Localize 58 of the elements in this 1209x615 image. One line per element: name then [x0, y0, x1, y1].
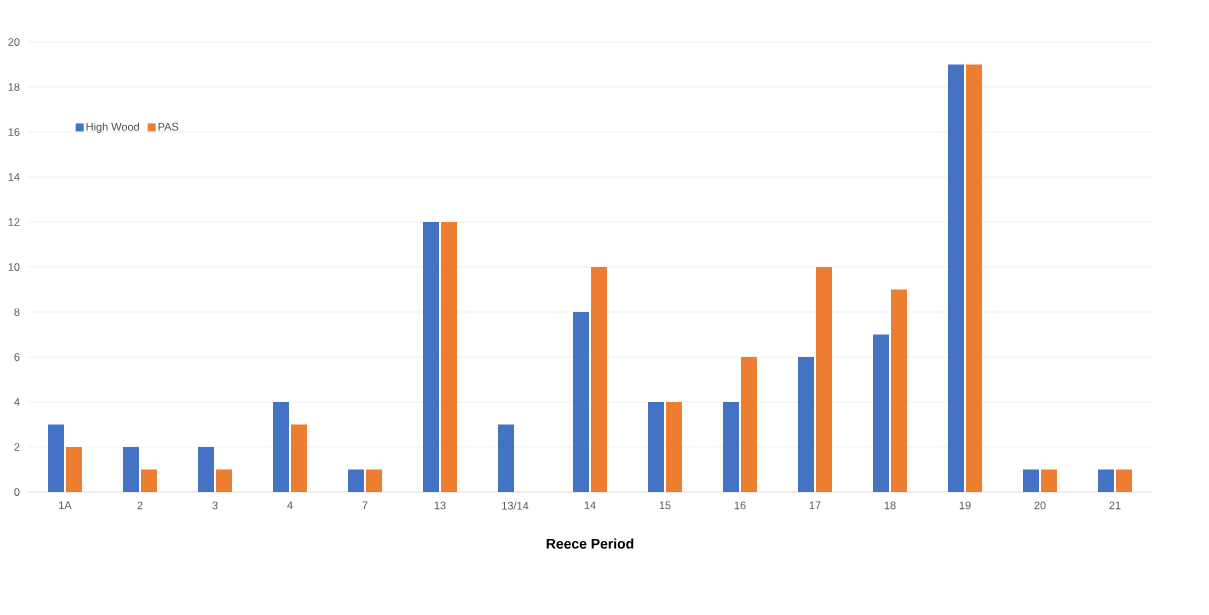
bar — [741, 357, 757, 492]
bar — [1116, 469, 1133, 492]
bar — [441, 222, 457, 492]
bar — [1023, 469, 1040, 492]
bar — [648, 402, 664, 492]
bar — [48, 424, 64, 492]
bar — [423, 222, 439, 492]
y-tick-label: 14 — [8, 173, 20, 181]
bar — [216, 469, 232, 492]
bar — [291, 424, 307, 492]
bar — [198, 447, 214, 492]
bar — [873, 334, 889, 492]
y-tick-label: 2 — [14, 443, 20, 451]
x-axis-title: Reece Period — [546, 538, 634, 549]
x-tick-label: 14 — [584, 501, 596, 510]
bar — [123, 447, 139, 492]
x-tick-label: 2 — [137, 501, 143, 510]
bar — [798, 357, 814, 492]
x-tick-label: 16 — [734, 501, 746, 510]
x-tick-label: 3 — [212, 501, 218, 510]
x-tick-label: 18 — [884, 501, 896, 510]
y-tick-label: 20 — [8, 38, 20, 46]
x-tick-label: 19 — [959, 501, 971, 510]
bar — [591, 267, 607, 492]
x-tick-label: 13/14 — [502, 501, 529, 510]
bar — [891, 289, 907, 492]
x-tick-label: 1A — [59, 501, 72, 510]
y-tick-label: 12 — [8, 218, 20, 226]
x-tick-label: 7 — [362, 501, 368, 510]
x-tick-label: 20 — [1034, 501, 1046, 510]
bar — [666, 402, 682, 492]
y-tick-label: 6 — [14, 353, 20, 361]
x-tick-label: 17 — [809, 501, 821, 510]
bar — [66, 447, 82, 492]
x-tick-label: 4 — [287, 501, 293, 510]
y-tick-label: 10 — [8, 263, 20, 271]
y-tick-label: 8 — [14, 308, 20, 316]
y-tick-label: 0 — [14, 488, 20, 496]
bar — [348, 469, 364, 492]
bar — [366, 469, 382, 492]
bar — [1041, 469, 1058, 492]
y-tick-label: 18 — [8, 83, 20, 91]
x-tick-label: 13 — [434, 501, 446, 510]
bar — [573, 312, 589, 492]
legend-label: PAS — [158, 122, 179, 131]
bar — [1098, 469, 1115, 492]
bar — [498, 424, 514, 492]
bar — [966, 64, 983, 492]
y-tick-label: 16 — [8, 128, 20, 136]
bar — [816, 267, 832, 492]
bar — [723, 402, 739, 492]
y-tick-label: 4 — [14, 398, 20, 406]
x-tick-label: 21 — [1109, 501, 1121, 510]
bar — [273, 402, 289, 492]
legend-label: High Wood — [86, 122, 139, 133]
x-tick-label: 15 — [659, 501, 671, 510]
bar — [141, 469, 157, 492]
bar — [948, 64, 965, 492]
